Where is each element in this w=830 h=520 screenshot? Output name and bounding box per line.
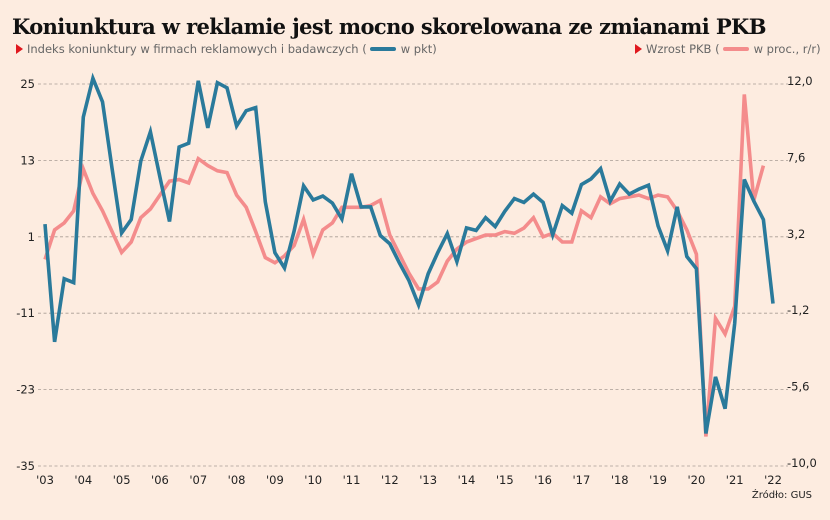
x-axis-ticks: '03 '04 '05 '06 '07 '08 '09 '10 '11 '12 '13 '14 '15 '… <box>36 473 782 487</box>
legend-left-unit: w pkt) <box>400 42 437 56</box>
left-tick-label: 25 <box>20 77 35 91</box>
right-tick-label: 3,2 <box>787 227 805 241</box>
x-tick-label: '07 <box>189 473 207 487</box>
left-tick-label: 13 <box>20 153 35 167</box>
series-line-ad-index <box>43 72 775 434</box>
x-tick-label: '09 <box>266 473 284 487</box>
legend-left: Indeks koniunktury w firmach reklamowych… <box>16 42 437 56</box>
right-tick-label: -5,6 <box>787 380 809 394</box>
legend-right: Wzrost PKB ( w proc., r/r) <box>635 42 821 56</box>
left-tick-label: 1 <box>28 230 35 244</box>
x-tick-label: '18 <box>611 473 629 487</box>
right-axis-ticks: 12,0 7,6 3,2 -1,2 -5,6 -10,0 <box>787 74 817 470</box>
left-tick-label: -11 <box>16 306 35 320</box>
legend-left-swatch <box>369 47 396 51</box>
legend-marker-icon <box>16 44 23 54</box>
series-line-gdp-growth <box>43 94 766 437</box>
source-note: Źródło: GUS <box>751 490 812 501</box>
x-tick-label: '12 <box>381 473 399 487</box>
chart-title: Koniunktura w reklamie jest mocno skorel… <box>12 14 766 39</box>
gridlines <box>38 83 788 467</box>
left-tick-label: -23 <box>16 383 35 397</box>
x-tick-label: '15 <box>496 473 514 487</box>
x-tick-label: '10 <box>304 473 322 487</box>
x-tick-label: '04 <box>74 473 92 487</box>
x-tick-label: '13 <box>419 473 437 487</box>
right-tick-label: 12,0 <box>787 74 813 88</box>
x-tick-label: '21 <box>726 473 744 487</box>
x-tick-label: '16 <box>534 473 552 487</box>
legend-right-label: Wzrost PKB ( <box>646 42 720 56</box>
x-tick-label: '05 <box>113 473 131 487</box>
x-tick-label: '11 <box>343 473 361 487</box>
right-tick-label: -1,2 <box>787 303 809 317</box>
x-tick-label: '20 <box>687 473 705 487</box>
left-tick-label: -35 <box>16 459 35 473</box>
series-lines <box>43 72 775 437</box>
x-tick-label: '22 <box>764 473 782 487</box>
right-tick-label: 7,6 <box>787 150 805 164</box>
x-tick-label: '14 <box>458 473 476 487</box>
legend-right-swatch <box>722 47 749 51</box>
x-tick-label: '03 <box>36 473 54 487</box>
x-tick-label: '08 <box>228 473 246 487</box>
legend-left-label: Indeks koniunktury w firmach reklamowych… <box>27 42 367 56</box>
legend-right-unit: w proc., r/r) <box>753 42 821 56</box>
x-tick-label: '19 <box>649 473 667 487</box>
left-axis-ticks: 25 13 1 -11 -23 -35 <box>16 77 35 473</box>
x-tick-label: '06 <box>151 473 169 487</box>
right-tick-label: -10,0 <box>787 456 817 470</box>
x-tick-label: '17 <box>573 473 591 487</box>
legend-marker-icon <box>635 44 642 54</box>
